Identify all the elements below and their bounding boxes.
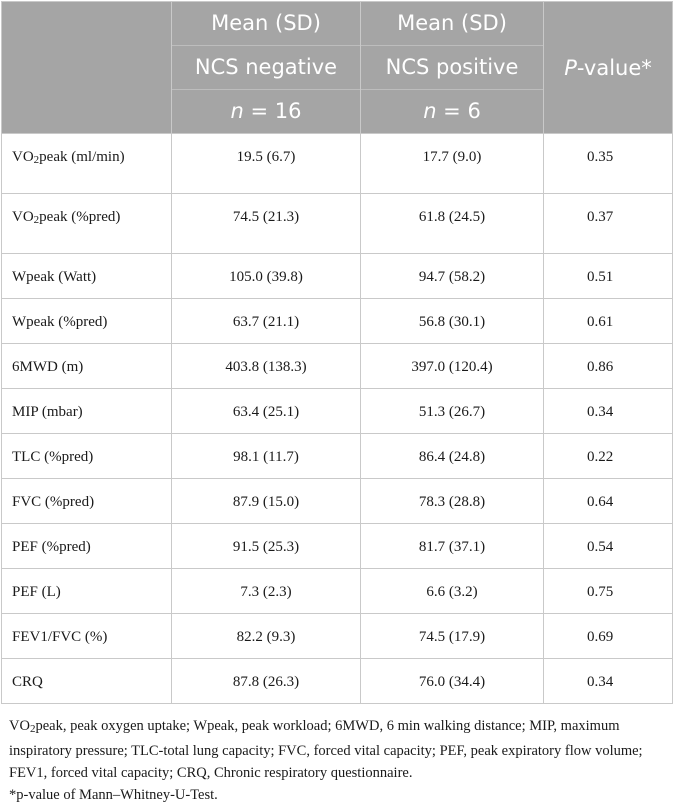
row-label: FVC (%pred) bbox=[1, 478, 172, 524]
ncs-positive-value: 94.7 (58.2) bbox=[360, 253, 544, 299]
row-label: PEF (%pred) bbox=[1, 523, 172, 569]
table-footnote: VO2peak, peak oxygen uptake; Wpeak, peak… bbox=[1, 704, 672, 806]
table-row: PEF (L) 7.3 (2.3) 6.6 (3.2) 0.75 bbox=[1, 568, 673, 614]
ncs-positive-value: 86.4 (24.8) bbox=[360, 433, 544, 479]
ncs-negative-value: 403.8 (138.3) bbox=[171, 343, 361, 389]
ncs-negative-value: 63.7 (21.1) bbox=[171, 298, 361, 344]
ncs-positive-value: 51.3 (26.7) bbox=[360, 388, 544, 434]
table-row: PEF (%pred) 91.5 (25.3) 81.7 (37.1) 0.54 bbox=[1, 523, 673, 569]
ncs-negative-value: 63.4 (25.1) bbox=[171, 388, 361, 434]
header-mean-sd-label: Mean (SD) bbox=[211, 11, 321, 35]
ncs-positive-value: 78.3 (28.8) bbox=[360, 478, 544, 524]
header-group-label: NCS negative bbox=[172, 45, 360, 90]
row-label: TLC (%pred) bbox=[1, 433, 172, 479]
n-symbol: n bbox=[230, 99, 244, 123]
ncs-positive-value: 6.6 (3.2) bbox=[360, 568, 544, 614]
header-group-label: NCS positive bbox=[361, 45, 543, 90]
table-row: FEV1/FVC (%) 82.2 (9.3) 74.5 (17.9) 0.69 bbox=[1, 613, 673, 659]
table-row: TLC (%pred) 98.1 (11.7) 86.4 (24.8) 0.22 bbox=[1, 433, 673, 479]
row-label: MIP (mbar) bbox=[1, 388, 172, 434]
row-label: VO2peak (%pred) bbox=[1, 193, 172, 254]
p-rest: -value* bbox=[576, 55, 652, 80]
table-row: CRQ 87.8 (26.3) 76.0 (34.4) 0.34 bbox=[1, 658, 673, 704]
ncs-negative-value: 98.1 (11.7) bbox=[171, 433, 361, 479]
n-value: = 16 bbox=[243, 99, 302, 123]
table-row: MIP (mbar) 63.4 (25.1) 51.3 (26.7) 0.34 bbox=[1, 388, 673, 434]
ncs-negative-value: 87.9 (15.0) bbox=[171, 478, 361, 524]
n-value: = 6 bbox=[436, 99, 481, 123]
ncs-negative-value: 91.5 (25.3) bbox=[171, 523, 361, 569]
row-label: FEV1/FVC (%) bbox=[1, 613, 172, 659]
p-value-cell: 0.86 bbox=[543, 343, 673, 389]
table-row: VO2peak (ml/min) 19.5 (6.7) 17.7 (9.0) 0… bbox=[1, 133, 673, 194]
p-value-cell: 0.51 bbox=[543, 253, 673, 299]
ncs-positive-value: 76.0 (34.4) bbox=[360, 658, 544, 704]
row-label: VO2peak (ml/min) bbox=[1, 133, 172, 194]
ncs-positive-value: 56.8 (30.1) bbox=[360, 298, 544, 344]
n-symbol: n bbox=[423, 99, 437, 123]
ncs-negative-value: 19.5 (6.7) bbox=[171, 133, 361, 194]
ncs-positive-value: 17.7 (9.0) bbox=[360, 133, 544, 194]
p-value-cell: 0.75 bbox=[543, 568, 673, 614]
header-ncs-positive: Mean (SD) NCS positive n = 6 bbox=[360, 1, 544, 134]
p-value-cell: 0.37 bbox=[543, 193, 673, 254]
table-row: Wpeak (%pred) 63.7 (21.1) 56.8 (30.1) 0.… bbox=[1, 298, 673, 344]
table-row: Wpeak (Watt) 105.0 (39.8) 94.7 (58.2) 0.… bbox=[1, 253, 673, 299]
p-value-cell: 0.34 bbox=[543, 388, 673, 434]
ncs-negative-value: 82.2 (9.3) bbox=[171, 613, 361, 659]
row-label: Wpeak (%pred) bbox=[1, 298, 172, 344]
header-row: Mean (SD) NCS negative n = 16 Mean (SD) … bbox=[1, 1, 673, 134]
results-table: Mean (SD) NCS negative n = 16 Mean (SD) … bbox=[1, 1, 673, 704]
p-value-cell: 0.54 bbox=[543, 523, 673, 569]
ncs-negative-value: 74.5 (21.3) bbox=[171, 193, 361, 254]
row-label: CRQ bbox=[1, 658, 172, 704]
ncs-positive-value: 61.8 (24.5) bbox=[360, 193, 544, 254]
p-value-cell: 0.22 bbox=[543, 433, 673, 479]
header-blank-cell bbox=[1, 1, 172, 134]
row-label: 6MWD (m) bbox=[1, 343, 172, 389]
header-n-label: n = 6 bbox=[361, 90, 543, 133]
p-value-cell: 0.64 bbox=[543, 478, 673, 524]
p-value-cell: 0.34 bbox=[543, 658, 673, 704]
p-value-cell: 0.35 bbox=[543, 133, 673, 194]
row-label: PEF (L) bbox=[1, 568, 172, 614]
header-p-value: P-value* bbox=[543, 1, 673, 134]
abbreviations-note: VO2peak, peak oxygen uptake; Wpeak, peak… bbox=[9, 718, 643, 781]
ncs-negative-value: 87.8 (26.3) bbox=[171, 658, 361, 704]
row-label: Wpeak (Watt) bbox=[1, 253, 172, 299]
ncs-positive-value: 397.0 (120.4) bbox=[360, 343, 544, 389]
header-ncs-negative: Mean (SD) NCS negative n = 16 bbox=[171, 1, 361, 134]
p-letter: P bbox=[564, 55, 577, 80]
table-row: VO2peak (%pred) 74.5 (21.3) 61.8 (24.5) … bbox=[1, 193, 673, 254]
header-mean-sd-label: Mean (SD) bbox=[397, 11, 507, 35]
table-row: 6MWD (m) 403.8 (138.3) 397.0 (120.4) 0.8… bbox=[1, 343, 673, 389]
ncs-negative-value: 7.3 (2.3) bbox=[171, 568, 361, 614]
p-value-note: *p-value of Mann–Whitney-U-Test. bbox=[9, 787, 218, 803]
ncs-positive-value: 81.7 (37.1) bbox=[360, 523, 544, 569]
p-value-cell: 0.69 bbox=[543, 613, 673, 659]
header-n-label: n = 16 bbox=[172, 90, 360, 133]
table-row: FVC (%pred) 87.9 (15.0) 78.3 (28.8) 0.64 bbox=[1, 478, 673, 524]
p-value-cell: 0.61 bbox=[543, 298, 673, 344]
ncs-positive-value: 74.5 (17.9) bbox=[360, 613, 544, 659]
ncs-negative-value: 105.0 (39.8) bbox=[171, 253, 361, 299]
